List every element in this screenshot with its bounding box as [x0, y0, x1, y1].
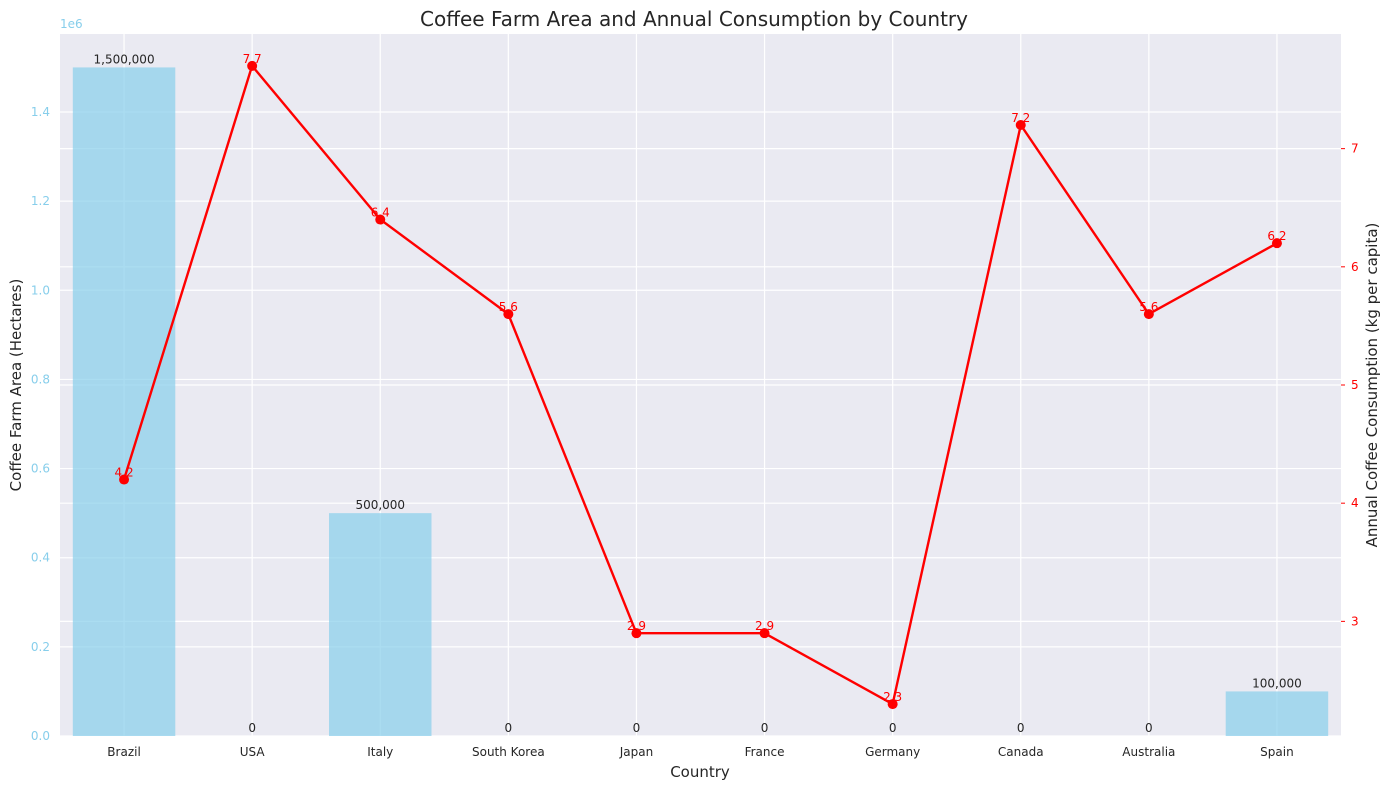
consumption-value-label: 5.6	[1139, 300, 1158, 314]
consumption-value-label: 6.4	[371, 206, 390, 220]
consumption-point-japan	[631, 628, 642, 639]
bar-series	[72, 67, 1329, 736]
y-tick-label-left: 0.8	[31, 372, 50, 386]
x-tick-label: Australia	[1122, 745, 1175, 759]
consumption-point-spain	[1271, 238, 1282, 249]
consumption-point-south-korea	[503, 309, 514, 320]
x-tick-label: Spain	[1260, 745, 1294, 759]
bar-value-label: 100,000	[1252, 676, 1302, 690]
bar-italy	[329, 513, 432, 736]
y-tick-label-left: 1.4	[31, 105, 50, 119]
y-tick-label-right: 3	[1351, 614, 1359, 628]
y-tick-label-right: 5	[1351, 378, 1359, 392]
y-tick-label-left: 1.0	[31, 283, 50, 297]
x-tick-label: Germany	[865, 745, 920, 759]
bar-value-label: 0	[761, 721, 769, 735]
chart-title: Coffee Farm Area and Annual Consumption …	[420, 7, 968, 31]
y-tick-label-left: 0.4	[31, 551, 50, 565]
bar-value-label: 0	[248, 721, 256, 735]
bar-spain	[1225, 691, 1329, 736]
line-series	[119, 60, 1282, 710]
consumption-point-italy	[375, 214, 386, 225]
y-tick-label-left: 0.6	[31, 462, 50, 476]
consumption-value-label: 2.9	[627, 619, 646, 633]
bar-value-label: 0	[889, 721, 897, 735]
bar-brazil	[72, 67, 176, 736]
consumption-value-label: 2.9	[755, 619, 774, 633]
consumption-point-france	[759, 628, 770, 639]
bar-value-label: 0	[1145, 721, 1153, 735]
consumption-line	[122, 63, 1278, 706]
y-tick-label-left: 0.2	[31, 640, 50, 654]
x-axis-label: Country	[670, 763, 730, 781]
y-axis-label-left: Coffee Farm Area (Hectares)	[7, 279, 25, 492]
consumption-point-australia	[1143, 309, 1154, 320]
bar-value-label: 0	[505, 721, 513, 735]
x-tick-label: USA	[240, 745, 266, 759]
bar-value-label: 500,000	[355, 498, 405, 512]
consumption-value-label: 7.2	[1011, 111, 1030, 125]
left-axis-offset-label: 1e6	[60, 17, 83, 31]
y-tick-label-right: 7	[1351, 142, 1359, 156]
y-axis-label-right: Annual Coffee Consumption (kg per capita…	[1363, 223, 1381, 548]
consumption-value-label: 6.2	[1267, 229, 1286, 243]
x-tick-label: Canada	[998, 745, 1044, 759]
bar-value-label: 0	[633, 721, 641, 735]
y-tick-label-right: 4	[1351, 496, 1359, 510]
x-tick-label: Brazil	[107, 745, 141, 759]
data-labels: 1,500,000 0 500,000 0 0 0 0 0 0 100,000 4.2 7.7 6.4 5…	[94, 52, 1302, 735]
x-tick-label: Japan	[619, 745, 653, 759]
bar-value-label: 1,500,000	[94, 52, 155, 66]
consumption-point-brazil	[119, 474, 130, 485]
consumption-value-label: 2.3	[883, 690, 902, 704]
consumption-value-label: 4.2	[115, 466, 134, 480]
y-tick-label-left: 1.2	[31, 194, 50, 208]
axes: Brazil USA Italy South Korea Japan France Germ…	[31, 105, 1359, 759]
consumption-point-canada	[1015, 120, 1026, 130]
bar-value-label: 0	[1017, 721, 1025, 735]
consumption-point-usa	[247, 60, 258, 71]
consumption-value-label: 7.7	[243, 52, 262, 66]
grid-lines	[60, 34, 1341, 737]
x-tick-label: France	[745, 745, 785, 759]
y-tick-label-left: 0.0	[31, 729, 50, 743]
x-tick-label: Italy	[367, 745, 393, 759]
y-tick-label-right: 6	[1351, 260, 1359, 274]
consumption-point-germany	[887, 699, 898, 710]
x-tick-label: South Korea	[472, 745, 545, 759]
consumption-value-label: 5.6	[499, 300, 518, 314]
